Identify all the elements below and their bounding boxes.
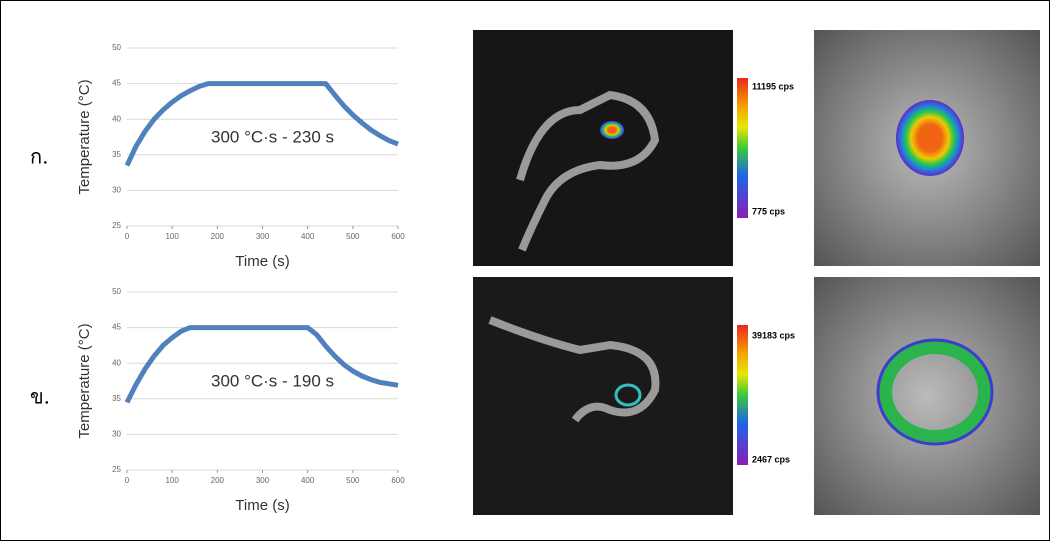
x-tick-label: 600 bbox=[391, 476, 405, 485]
y-tick-label: 50 bbox=[112, 287, 121, 296]
line bbox=[124, 81, 399, 167]
y-tick-label: 35 bbox=[112, 394, 121, 403]
x-tick-label: 300 bbox=[256, 476, 270, 485]
x-tick-label: 0 bbox=[125, 232, 130, 241]
x-tick-label: 500 bbox=[346, 476, 360, 485]
y-tick-label: 50 bbox=[112, 43, 121, 52]
y-axis-label: Temperature (°C) bbox=[76, 79, 93, 194]
colorbar-min: 2467 cps bbox=[752, 454, 790, 464]
x-tick-label: 100 bbox=[165, 232, 179, 241]
x-tick-label: 500 bbox=[346, 232, 360, 241]
x-axis-label: Time (s) bbox=[235, 253, 289, 270]
y-tick-label: 25 bbox=[112, 221, 121, 230]
panel-label: ข. bbox=[30, 385, 50, 409]
signal bbox=[896, 100, 964, 176]
image bbox=[814, 277, 1040, 515]
x-axis-label: Time (s) bbox=[235, 497, 289, 514]
signal bbox=[614, 383, 642, 407]
image bbox=[473, 277, 733, 515]
y-tick-label: 30 bbox=[112, 430, 121, 439]
y-tick-label: 35 bbox=[112, 150, 121, 159]
colorbar-max: 39183 cps bbox=[752, 330, 795, 340]
image bbox=[473, 30, 733, 266]
annotation: 300 °C·s - 190 s bbox=[211, 371, 334, 390]
signal bbox=[600, 121, 624, 139]
x-tick-label: 200 bbox=[211, 476, 225, 485]
signal bbox=[876, 338, 994, 446]
x-tick-label: 400 bbox=[301, 476, 315, 485]
x-tick-label: 400 bbox=[301, 232, 315, 241]
mouse bbox=[488, 316, 660, 423]
mouse bbox=[516, 90, 660, 252]
x-tick-label: 0 bbox=[125, 476, 130, 485]
y-tick-label: 40 bbox=[112, 358, 121, 367]
annotation: 300 °C·s - 230 s bbox=[211, 127, 334, 146]
colorbar bbox=[737, 78, 748, 218]
y-tick-label: 40 bbox=[112, 114, 121, 123]
colorbar-min: 775 cps bbox=[752, 206, 785, 216]
colorbar bbox=[737, 325, 748, 465]
line bbox=[124, 325, 399, 404]
x-tick-label: 600 bbox=[391, 232, 405, 241]
y-tick-label: 45 bbox=[112, 323, 121, 332]
signal bbox=[878, 340, 992, 444]
y-tick-label: 30 bbox=[112, 186, 121, 195]
colorbar-max: 11195 cps bbox=[752, 81, 794, 91]
x-tick-label: 200 bbox=[211, 232, 225, 241]
y-tick-label: 45 bbox=[112, 79, 121, 88]
x-tick-label: 300 bbox=[256, 232, 270, 241]
panel-label: ก. bbox=[30, 145, 48, 169]
x-tick-label: 100 bbox=[165, 476, 179, 485]
y-axis-label: Temperature (°C) bbox=[76, 323, 93, 438]
y-tick-label: 25 bbox=[112, 465, 121, 474]
